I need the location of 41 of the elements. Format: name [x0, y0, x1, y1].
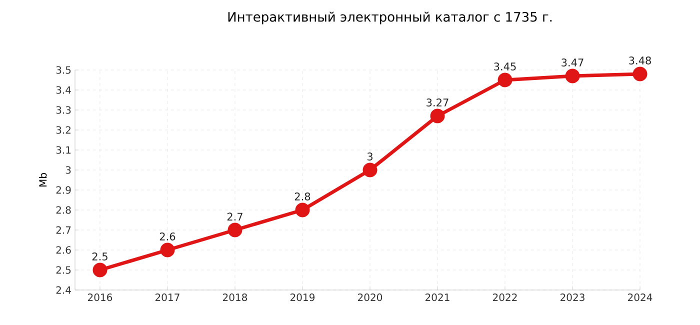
point	[430, 108, 445, 124]
x-tick-label: 2017	[156, 294, 180, 302]
point	[228, 222, 242, 238]
y-axis-title: Mb	[38, 173, 47, 186]
data-label: 3	[367, 152, 372, 160]
y-tick-label: 2.6	[56, 246, 71, 254]
data-label: 3.47	[562, 58, 584, 66]
y-tick-label: 3.3	[56, 106, 71, 114]
x-tick-label: 2024	[628, 294, 652, 302]
y-tick-label: 3.4	[56, 86, 71, 94]
y-tick-label: 2.8	[56, 206, 71, 214]
data-label: 3.27	[426, 98, 448, 106]
x-tick-label: 2022	[493, 294, 517, 302]
y-tick-label: 3.5	[56, 66, 71, 74]
x-tick-label: 2021	[426, 294, 450, 302]
data-label: 2.6	[160, 232, 176, 240]
data-label: 3.48	[629, 56, 651, 64]
x-tick-label: 2016	[88, 294, 112, 302]
data-label: 2.7	[227, 212, 242, 220]
point	[295, 202, 310, 218]
x-tick-label: 2019	[290, 294, 315, 302]
point	[92, 262, 108, 278]
data-label: 2.5	[92, 252, 108, 260]
data-label: 2.8	[294, 192, 310, 200]
x-tick-label: 2023	[560, 294, 584, 302]
y-tick-label: 3.1	[56, 146, 71, 154]
point	[565, 68, 580, 84]
data-label: 3.45	[494, 62, 516, 70]
y-tick-label: 2.9	[56, 186, 71, 194]
y-tick-label: 3.2	[56, 126, 70, 134]
x-tick-label: 2018	[223, 294, 248, 302]
chart-title: Интерактивный электронный каталог с 1735 г.	[228, 12, 552, 24]
point	[362, 162, 378, 178]
point	[160, 242, 175, 258]
y-tick-label: 2.7	[56, 226, 71, 234]
y-tick-label: 3	[66, 166, 71, 174]
x-tick-label: 2020	[358, 294, 382, 302]
point	[632, 66, 648, 82]
y-tick-label: 2.4	[56, 286, 71, 294]
point	[498, 72, 512, 88]
y-tick-label: 2.5	[56, 266, 71, 274]
